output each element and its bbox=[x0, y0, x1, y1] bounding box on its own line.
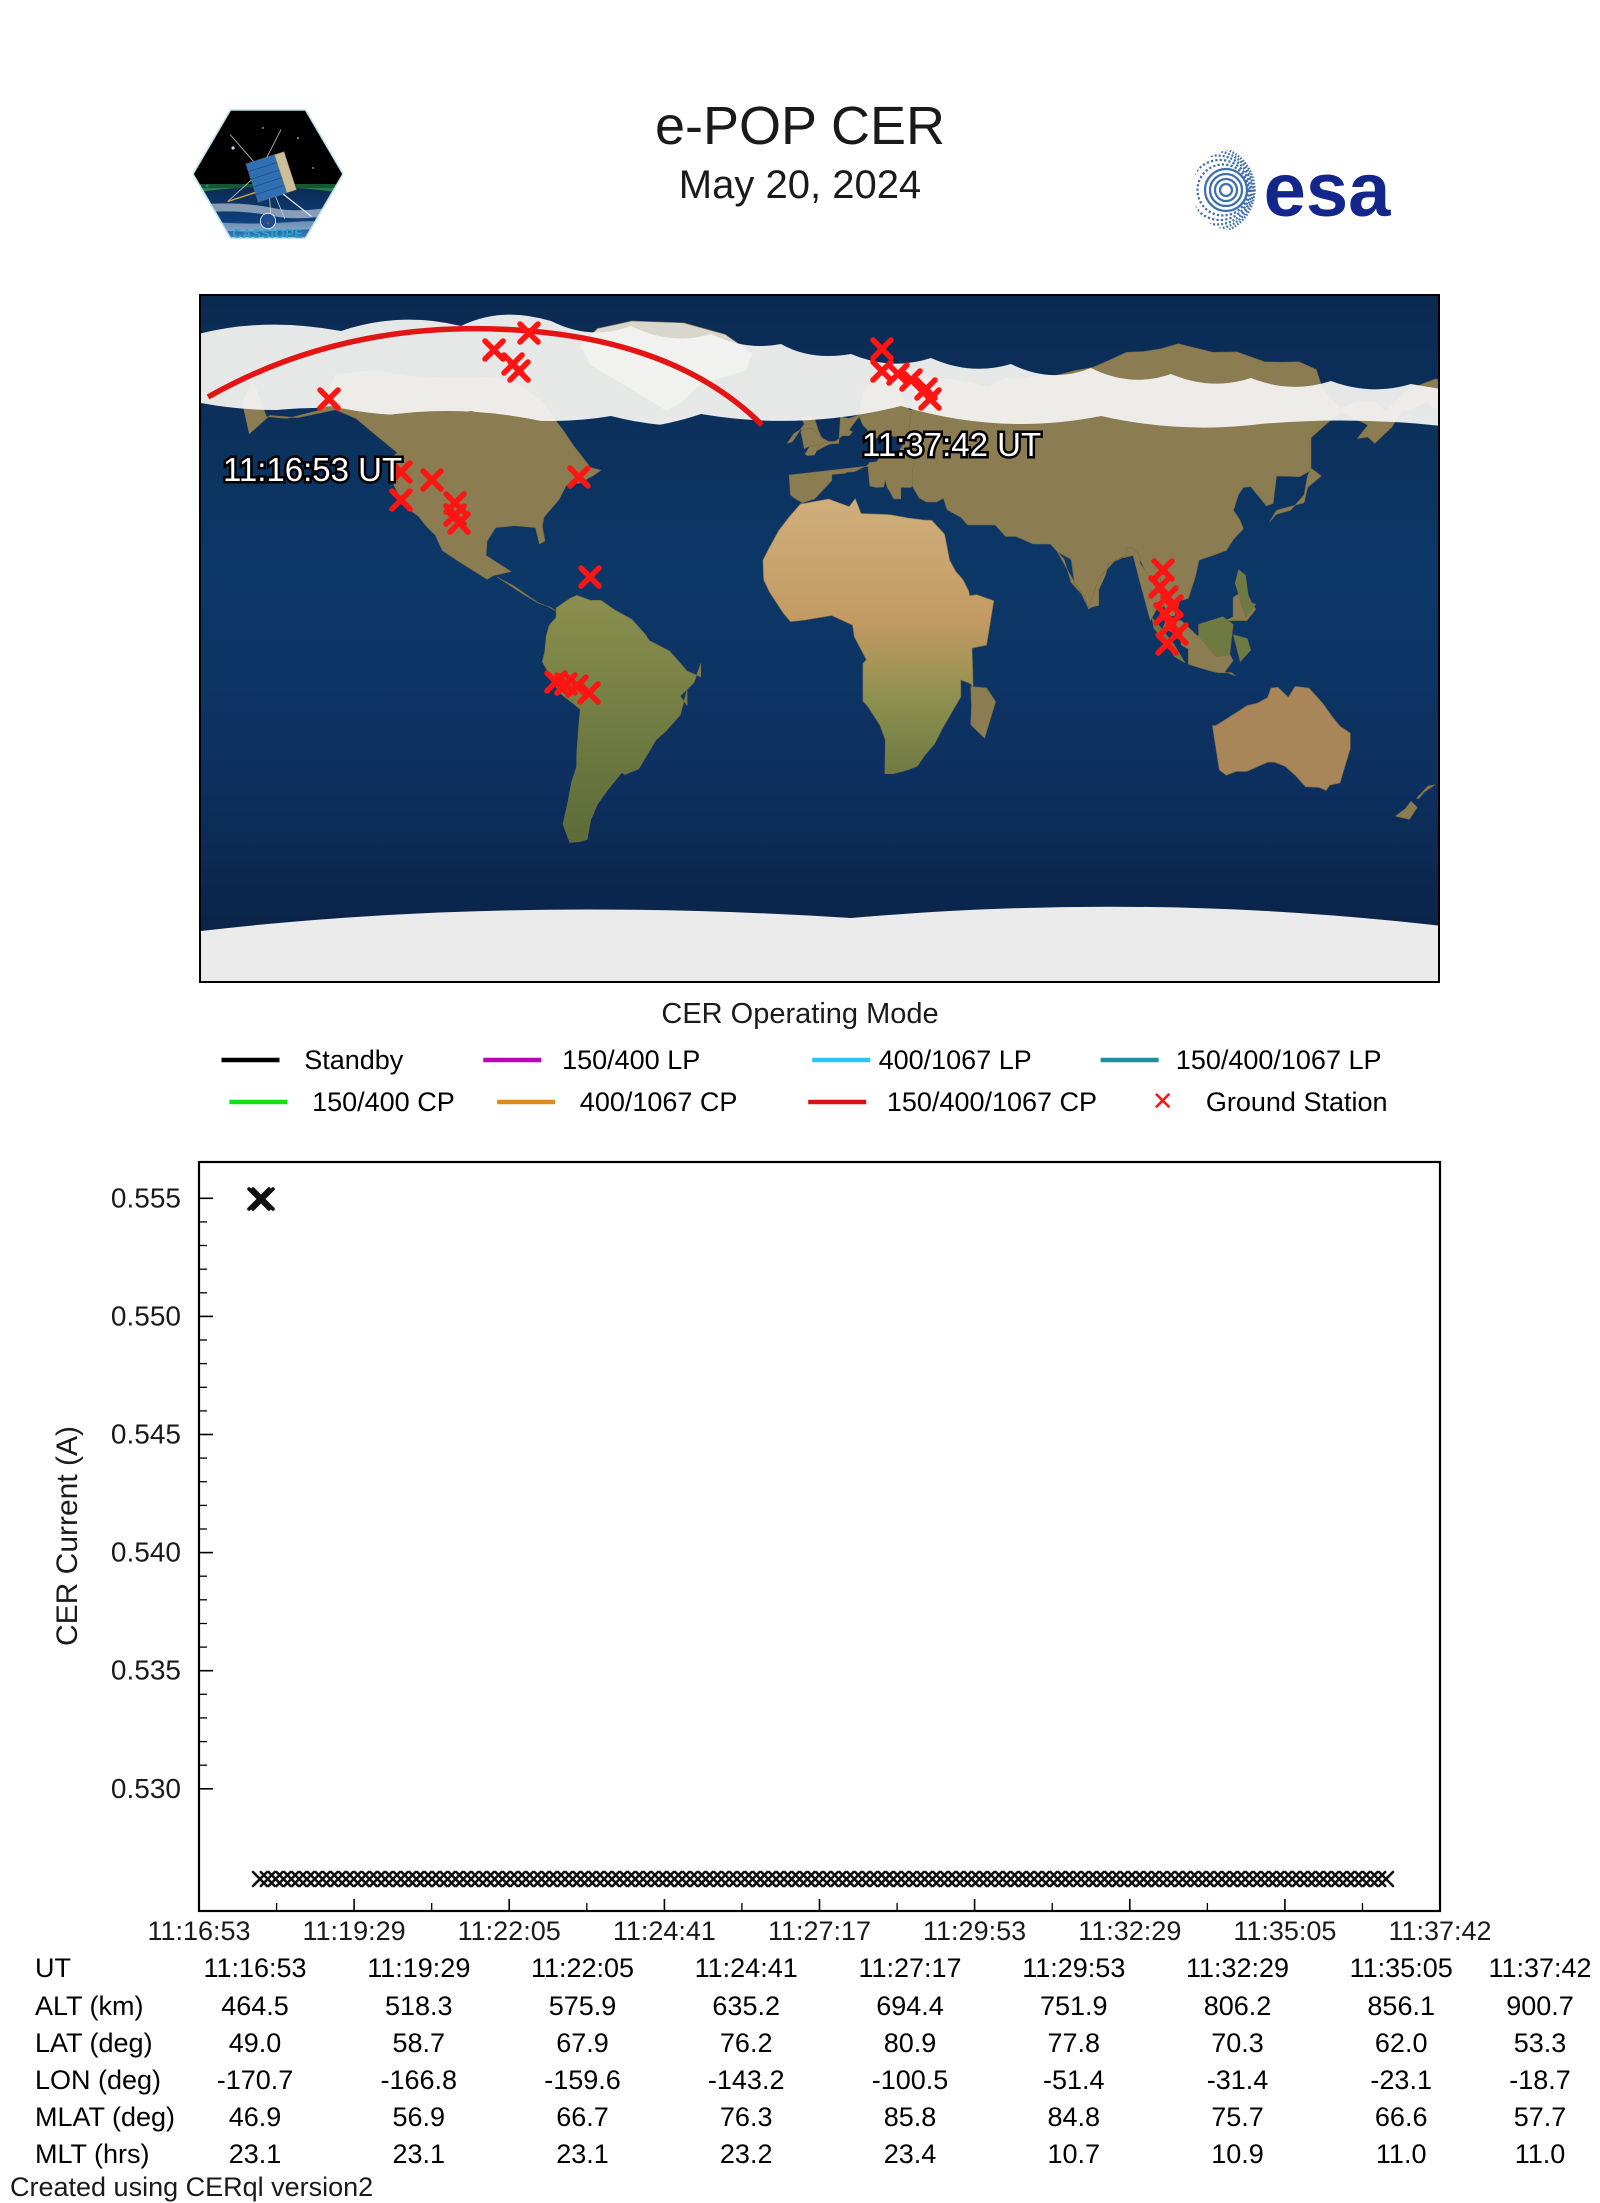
svg-text:10.9: 10.9 bbox=[1211, 2139, 1264, 2169]
svg-text:85.8: 85.8 bbox=[884, 2102, 937, 2132]
svg-text:Ground Station: Ground Station bbox=[1206, 1087, 1388, 1117]
svg-text:LAT (deg): LAT (deg) bbox=[35, 2028, 153, 2058]
svg-text:77.8: 77.8 bbox=[1048, 2028, 1101, 2058]
svg-text:11:32:29: 11:32:29 bbox=[1186, 1953, 1289, 1983]
svg-text:Standby: Standby bbox=[304, 1045, 404, 1075]
svg-text:150/400/1067 LP: 150/400/1067 LP bbox=[1176, 1045, 1382, 1075]
svg-text:0.530: 0.530 bbox=[111, 1773, 181, 1804]
svg-text:66.7: 66.7 bbox=[556, 2102, 609, 2132]
svg-text:11:27:17: 11:27:17 bbox=[768, 1916, 871, 1946]
svg-text:23.4: 23.4 bbox=[884, 2139, 937, 2169]
svg-text:76.2: 76.2 bbox=[720, 2028, 773, 2058]
svg-text:84.8: 84.8 bbox=[1048, 2102, 1101, 2132]
svg-text:-31.4: -31.4 bbox=[1207, 2065, 1269, 2095]
svg-text:694.4: 694.4 bbox=[876, 1991, 944, 2021]
svg-text:900.7: 900.7 bbox=[1506, 1991, 1574, 2021]
svg-text:518.3: 518.3 bbox=[385, 1991, 453, 2021]
svg-text:11:27:17: 11:27:17 bbox=[858, 1953, 961, 1983]
svg-text:-18.7: -18.7 bbox=[1509, 2065, 1571, 2095]
svg-text:UT: UT bbox=[35, 1953, 71, 1983]
svg-text:806.2: 806.2 bbox=[1204, 1991, 1272, 2021]
svg-text:LON (deg): LON (deg) bbox=[35, 2065, 161, 2095]
svg-text:11:19:29: 11:19:29 bbox=[367, 1953, 470, 1983]
svg-text:11:24:41: 11:24:41 bbox=[695, 1953, 798, 1983]
svg-text:11:37:42: 11:37:42 bbox=[1388, 1916, 1491, 1946]
svg-text:76.3: 76.3 bbox=[720, 2102, 773, 2132]
svg-text:75.7: 75.7 bbox=[1211, 2102, 1264, 2132]
svg-text:66.6: 66.6 bbox=[1375, 2102, 1428, 2132]
svg-text:150/400/1067 CP: 150/400/1067 CP bbox=[887, 1087, 1097, 1117]
svg-text:56.9: 56.9 bbox=[393, 2102, 446, 2132]
svg-text:11:32:29: 11:32:29 bbox=[1078, 1916, 1181, 1946]
svg-text:-166.8: -166.8 bbox=[381, 2065, 458, 2095]
svg-text:10.7: 10.7 bbox=[1048, 2139, 1101, 2169]
svg-text:-143.2: -143.2 bbox=[708, 2065, 785, 2095]
svg-text:11:16:53: 11:16:53 bbox=[203, 1953, 306, 1983]
svg-text:CER Current (A): CER Current (A) bbox=[51, 1426, 84, 1646]
svg-text:11:35:05: 11:35:05 bbox=[1350, 1953, 1453, 1983]
svg-text:11:35:05: 11:35:05 bbox=[1233, 1916, 1336, 1946]
svg-text:400/1067 CP: 400/1067 CP bbox=[580, 1087, 738, 1117]
svg-text:23.2: 23.2 bbox=[720, 2139, 773, 2169]
svg-text:esa: esa bbox=[1264, 148, 1392, 233]
svg-text:MLAT (deg): MLAT (deg) bbox=[35, 2102, 175, 2132]
svg-text:46.9: 46.9 bbox=[229, 2102, 282, 2132]
svg-text:49.0: 49.0 bbox=[229, 2028, 282, 2058]
svg-text:-51.4: -51.4 bbox=[1043, 2065, 1105, 2095]
svg-text:62.0: 62.0 bbox=[1375, 2028, 1428, 2058]
svg-text:0.535: 0.535 bbox=[111, 1655, 181, 1686]
svg-text:11:29:53: 11:29:53 bbox=[1022, 1953, 1125, 1983]
svg-text:53.3: 53.3 bbox=[1514, 2028, 1567, 2058]
svg-text:11:16:53 UT: 11:16:53 UT bbox=[223, 451, 402, 488]
svg-text:23.1: 23.1 bbox=[229, 2139, 282, 2169]
svg-text:MLT (hrs): MLT (hrs) bbox=[35, 2139, 150, 2169]
svg-text:67.9: 67.9 bbox=[556, 2028, 609, 2058]
svg-text:CASSIOPE: CASSIOPE bbox=[232, 226, 303, 240]
svg-text:11:22:05: 11:22:05 bbox=[531, 1953, 634, 1983]
svg-text:11:24:41: 11:24:41 bbox=[613, 1916, 716, 1946]
svg-text:23.1: 23.1 bbox=[393, 2139, 446, 2169]
svg-text:0.545: 0.545 bbox=[111, 1419, 181, 1450]
svg-text:80.9: 80.9 bbox=[884, 2028, 937, 2058]
svg-text:400/1067 LP: 400/1067 LP bbox=[879, 1045, 1032, 1075]
svg-text:11.0: 11.0 bbox=[1515, 2139, 1566, 2169]
svg-text:11:37:42 UT: 11:37:42 UT bbox=[862, 426, 1041, 463]
svg-text:0.555: 0.555 bbox=[111, 1182, 181, 1213]
svg-text:11.0: 11.0 bbox=[1376, 2139, 1427, 2169]
svg-text:11:29:53: 11:29:53 bbox=[923, 1916, 1026, 1946]
svg-text:856.1: 856.1 bbox=[1367, 1991, 1435, 2021]
svg-text:-159.6: -159.6 bbox=[544, 2065, 621, 2095]
svg-text:11:37:42: 11:37:42 bbox=[1488, 1953, 1591, 1983]
svg-text:✕: ✕ bbox=[1152, 1086, 1174, 1116]
svg-text:11:16:53: 11:16:53 bbox=[147, 1916, 250, 1946]
svg-text:635.2: 635.2 bbox=[712, 1991, 780, 2021]
svg-text:464.5: 464.5 bbox=[221, 1991, 289, 2021]
svg-text:57.7: 57.7 bbox=[1514, 2102, 1567, 2132]
svg-text:ALT (km): ALT (km) bbox=[35, 1991, 144, 2021]
svg-text:23.1: 23.1 bbox=[556, 2139, 609, 2169]
svg-text:-23.1: -23.1 bbox=[1370, 2065, 1432, 2095]
svg-text:150/400 CP: 150/400 CP bbox=[312, 1087, 455, 1117]
svg-text:150/400 LP: 150/400 LP bbox=[562, 1045, 700, 1075]
svg-text:58.7: 58.7 bbox=[393, 2028, 446, 2058]
svg-text:11:19:29: 11:19:29 bbox=[303, 1916, 406, 1946]
svg-text:11:22:05: 11:22:05 bbox=[458, 1916, 561, 1946]
svg-text:-170.7: -170.7 bbox=[217, 2065, 294, 2095]
svg-text:0.540: 0.540 bbox=[111, 1537, 181, 1568]
svg-text:751.9: 751.9 bbox=[1040, 1991, 1108, 2021]
svg-text:70.3: 70.3 bbox=[1211, 2028, 1264, 2058]
svg-text:0.550: 0.550 bbox=[111, 1300, 181, 1331]
svg-text:575.9: 575.9 bbox=[549, 1991, 617, 2021]
svg-text:-100.5: -100.5 bbox=[872, 2065, 949, 2095]
